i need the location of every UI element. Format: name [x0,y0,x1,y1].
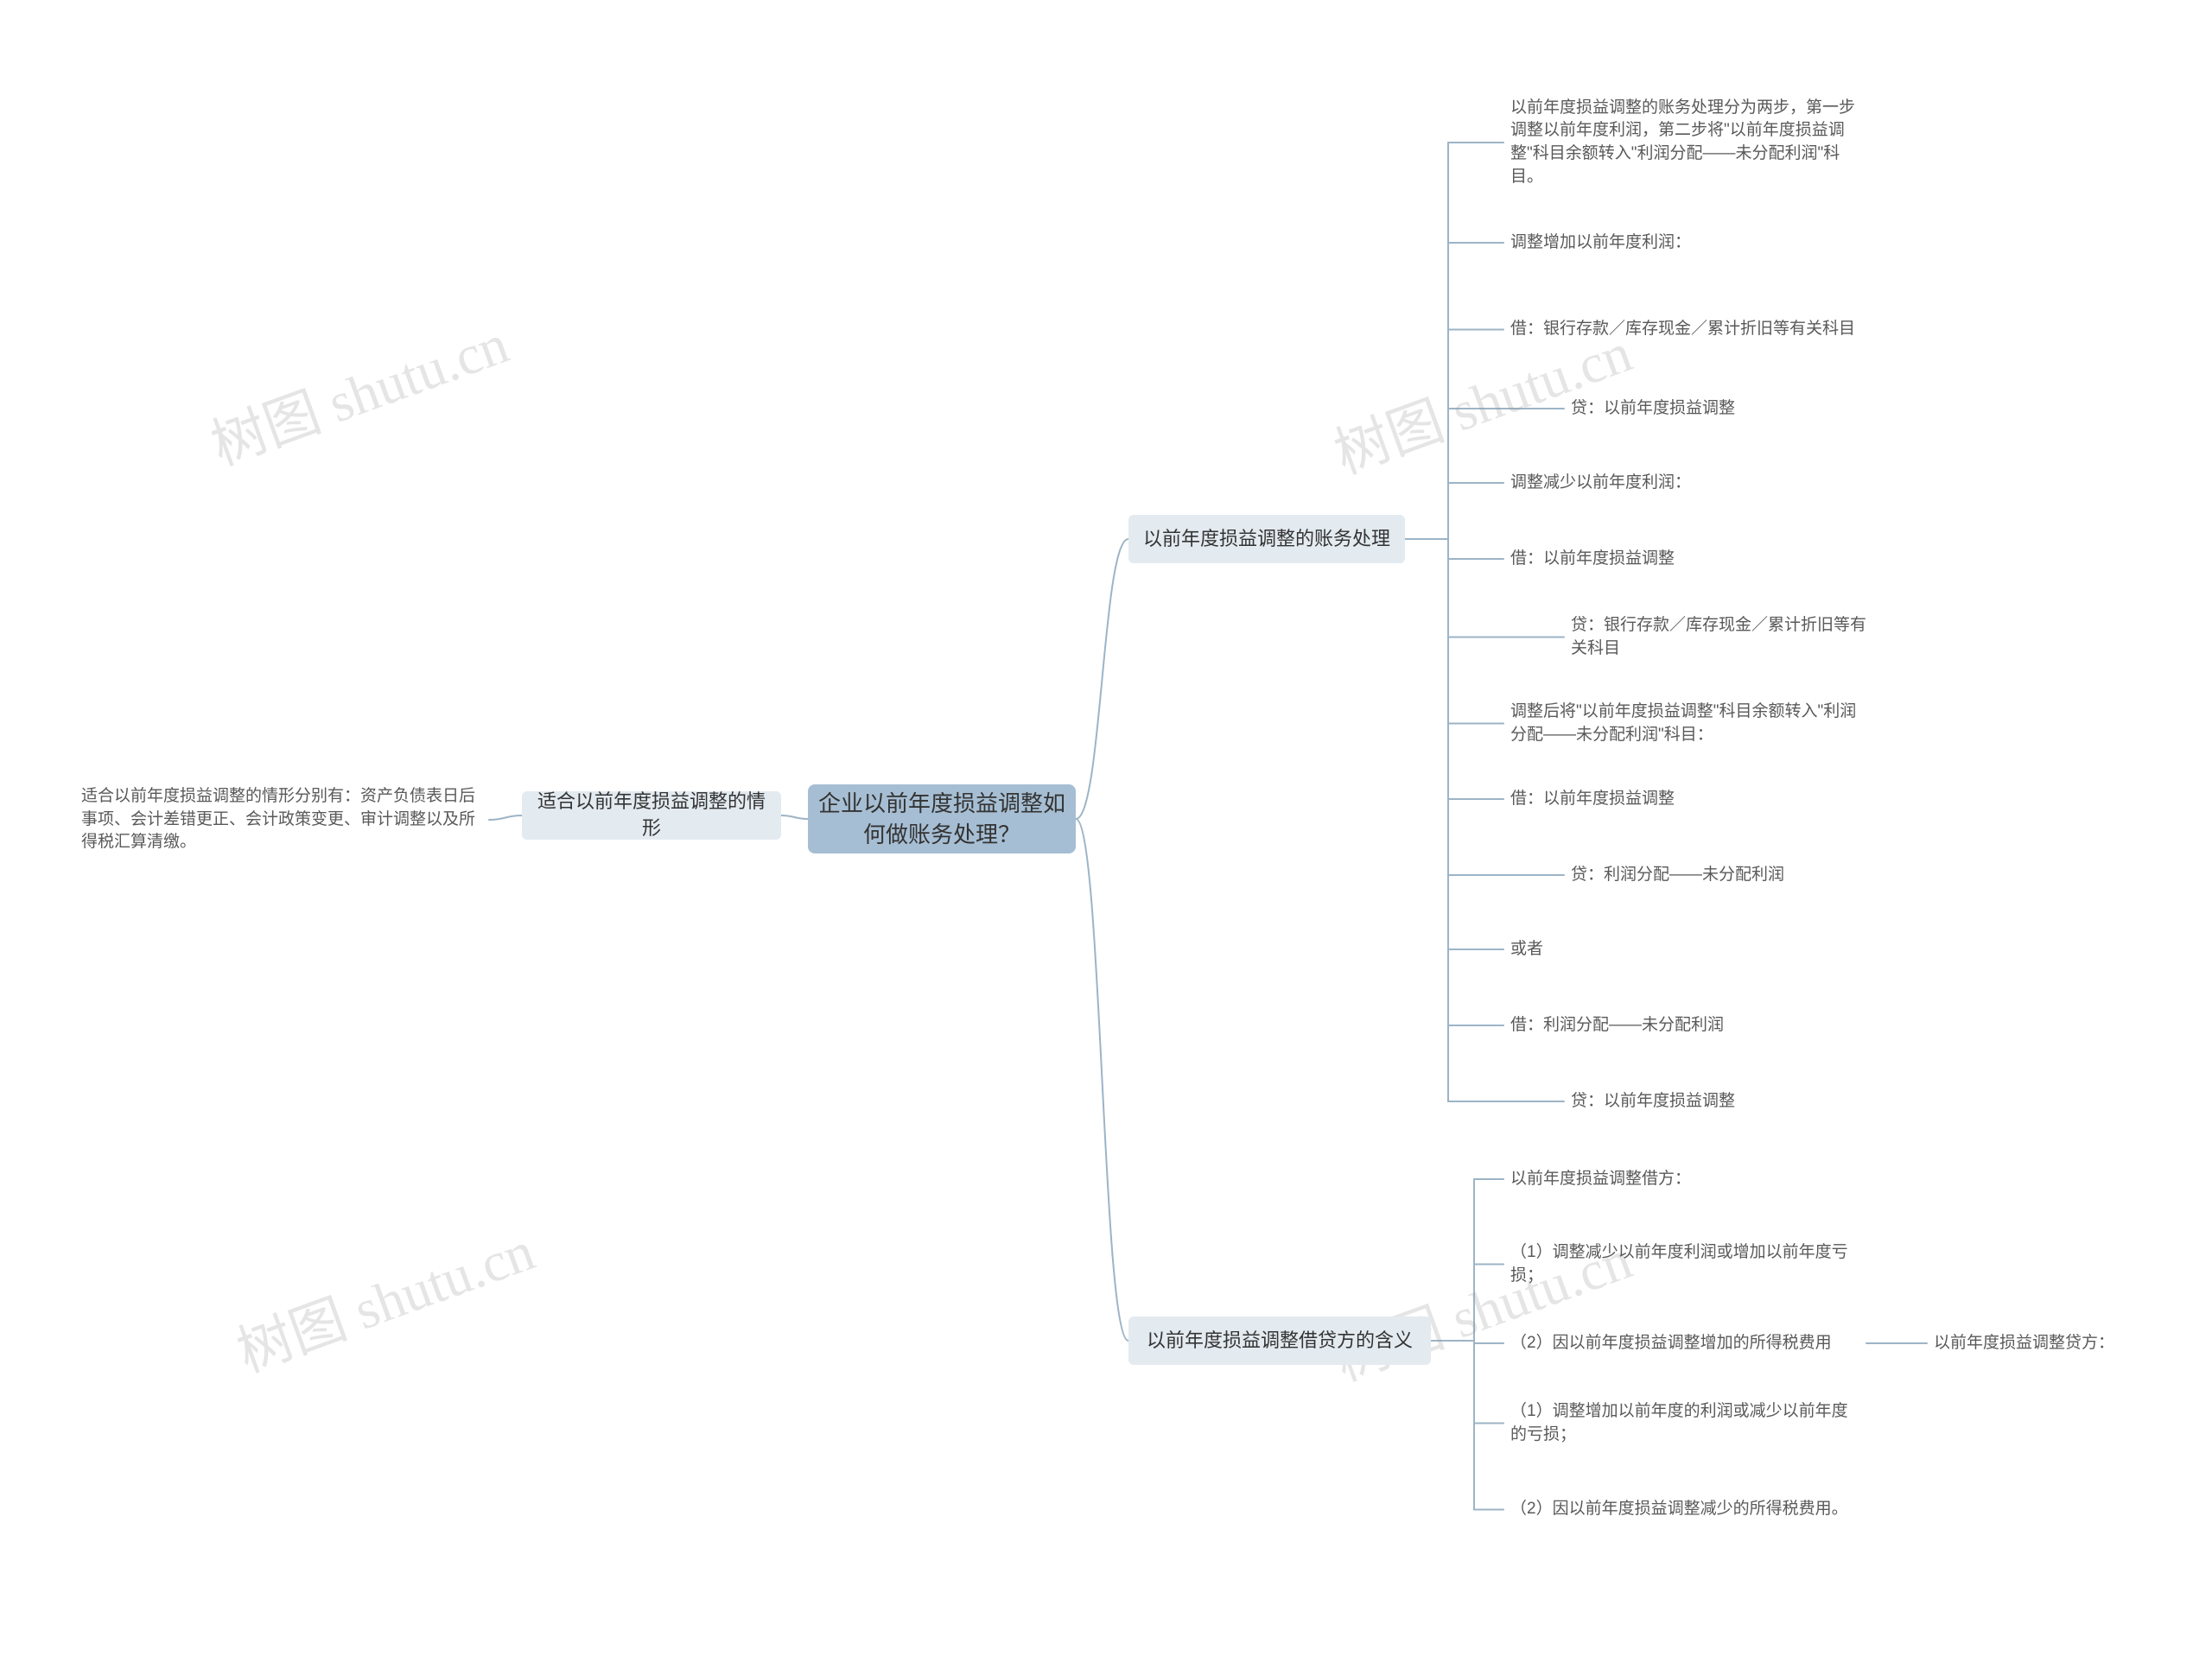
watermark-2: 树图 shutu.cn [225,1207,543,1387]
right-branch-1-leaf-8: 借：以前年度损益调整 [1503,786,1866,812]
right-branch-2-leaf-2: （2）因以前年度损益调整增加的所得税费用 [1503,1330,1866,1356]
right-branch-1-leaf-10: 或者 [1503,936,1866,962]
right-branch-1-leaf-11: 借：利润分配——未分配利润 [1503,1012,1866,1038]
right-branch-1-leaf-9: 贷：利润分配——未分配利润 [1564,862,1866,888]
right-branch-1-leaf-2: 借：银行存款／库存现金／累计折旧等有关科目 [1503,306,1866,353]
watermark-0: 树图 shutu.cn [199,300,518,480]
right-branch-1-leaf-12: 贷：以前年度损益调整 [1564,1088,1866,1114]
right-branch-2-leaf-1: （1）调整减少以前年度利润或增加以前年度亏损； [1503,1240,1866,1288]
right-branch-2-extra: 以前年度损益调整贷方： [1927,1330,2152,1356]
right-branch-1-leaf-7: 调整后将"以前年度损益调整"科目余额转入"利润分配——未分配利润"科目： [1503,700,1866,747]
right-branch-2-leaf-0: 以前年度损益调整借方： [1503,1166,1866,1192]
right-branch-1-leaf-6: 贷：银行存款／库存现金／累计折旧等有关科目 [1564,613,1884,661]
left-branch: 适合以前年度损益调整的情形 [522,791,781,840]
left-branch-leaf: 适合以前年度损益调整的情形分别有：资产负债表日后事项、会计差错更正、会计政策变更… [74,781,489,859]
right-branch-1-leaf-0: 以前年度损益调整的账务处理分为两步，第一步调整以前年度利润，第二步将"以前年度损… [1503,95,1866,190]
right-branch-1: 以前年度损益调整的账务处理 [1128,515,1405,563]
right-branch-1-leaf-3: 贷：以前年度损益调整 [1564,396,1866,422]
right-branch-2-leaf-4: （2）因以前年度损益调整减少的所得税费用。 [1503,1486,1866,1533]
right-branch-2-leaf-3: （1）调整增加以前年度的利润或减少以前年度的亏损； [1503,1399,1866,1447]
right-branch-1-leaf-5: 借：以前年度损益调整 [1503,546,1866,572]
right-branch-2: 以前年度损益调整借贷方的含义 [1128,1317,1431,1365]
root-node: 企业以前年度损益调整如何做账务处理？ [808,784,1076,853]
right-branch-1-leaf-1: 调整增加以前年度利润： [1503,230,1866,256]
right-branch-1-leaf-4: 调整减少以前年度利润： [1503,470,1866,496]
